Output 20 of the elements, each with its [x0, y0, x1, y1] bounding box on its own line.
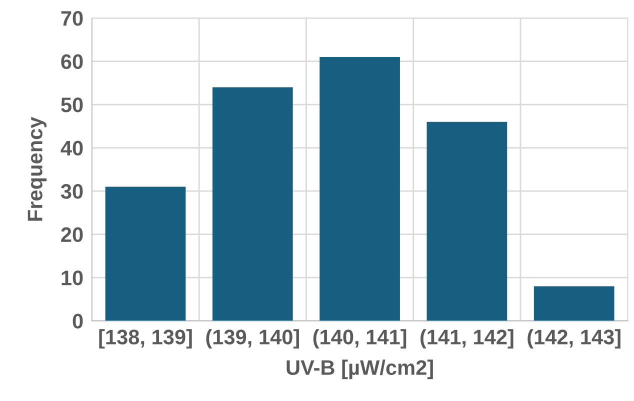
y-tick-label: 60	[61, 54, 83, 70]
bar	[426, 122, 508, 321]
y-tick-label: 30	[60, 184, 83, 199]
y-tick-label: 70	[61, 11, 83, 26]
x-tick-label: [138, 139]	[99, 329, 192, 349]
y-tick-label: 40	[60, 140, 83, 156]
x-axis-title: UV-B [µW/cm2]	[286, 360, 433, 380]
bar	[105, 186, 186, 321]
bar	[212, 87, 293, 321]
x-tick-label: (142, 143]	[528, 329, 620, 349]
y-tick-label: 10	[62, 270, 83, 286]
bar	[534, 286, 614, 321]
x-tick-label: (139, 140]	[206, 329, 299, 349]
y-axis-title: Frequency	[28, 116, 47, 221]
y-tick-label: 0	[72, 314, 83, 329]
bar	[320, 56, 400, 321]
y-tick-label: 20	[61, 227, 83, 242]
x-tick-label: (140, 141]	[313, 329, 406, 349]
y-tick-label: 50	[61, 98, 83, 112]
x-tick-label: (141, 142]	[420, 329, 514, 349]
